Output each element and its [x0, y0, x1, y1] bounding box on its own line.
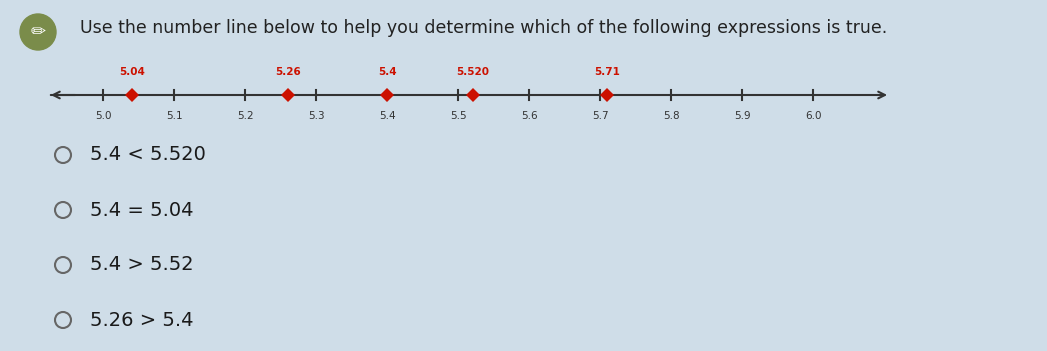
Text: 5.9: 5.9 — [734, 111, 751, 121]
Text: 5.4: 5.4 — [378, 67, 397, 77]
Text: 5.0: 5.0 — [95, 111, 112, 121]
Text: 5.4 = 5.04: 5.4 = 5.04 — [90, 200, 194, 219]
Text: 5.6: 5.6 — [521, 111, 538, 121]
Text: 5.26 > 5.4: 5.26 > 5.4 — [90, 311, 194, 330]
Text: 6.0: 6.0 — [805, 111, 822, 121]
Text: 5.7: 5.7 — [592, 111, 608, 121]
Text: 5.3: 5.3 — [308, 111, 325, 121]
Text: 5.5: 5.5 — [450, 111, 467, 121]
Circle shape — [20, 14, 55, 50]
Text: Use the number line below to help you determine which of the following expressio: Use the number line below to help you de… — [80, 19, 887, 37]
Text: 5.71: 5.71 — [595, 67, 620, 77]
Text: 5.4 > 5.52: 5.4 > 5.52 — [90, 256, 194, 274]
Text: 5.1: 5.1 — [166, 111, 183, 121]
Text: 5.8: 5.8 — [663, 111, 680, 121]
Text: 5.4: 5.4 — [379, 111, 396, 121]
Text: 5.4 < 5.520: 5.4 < 5.520 — [90, 146, 206, 165]
Text: ✏: ✏ — [30, 23, 46, 41]
Text: 5.26: 5.26 — [275, 67, 300, 77]
Text: 5.2: 5.2 — [237, 111, 253, 121]
Text: 5.520: 5.520 — [456, 67, 489, 77]
Text: 5.04: 5.04 — [119, 67, 144, 77]
